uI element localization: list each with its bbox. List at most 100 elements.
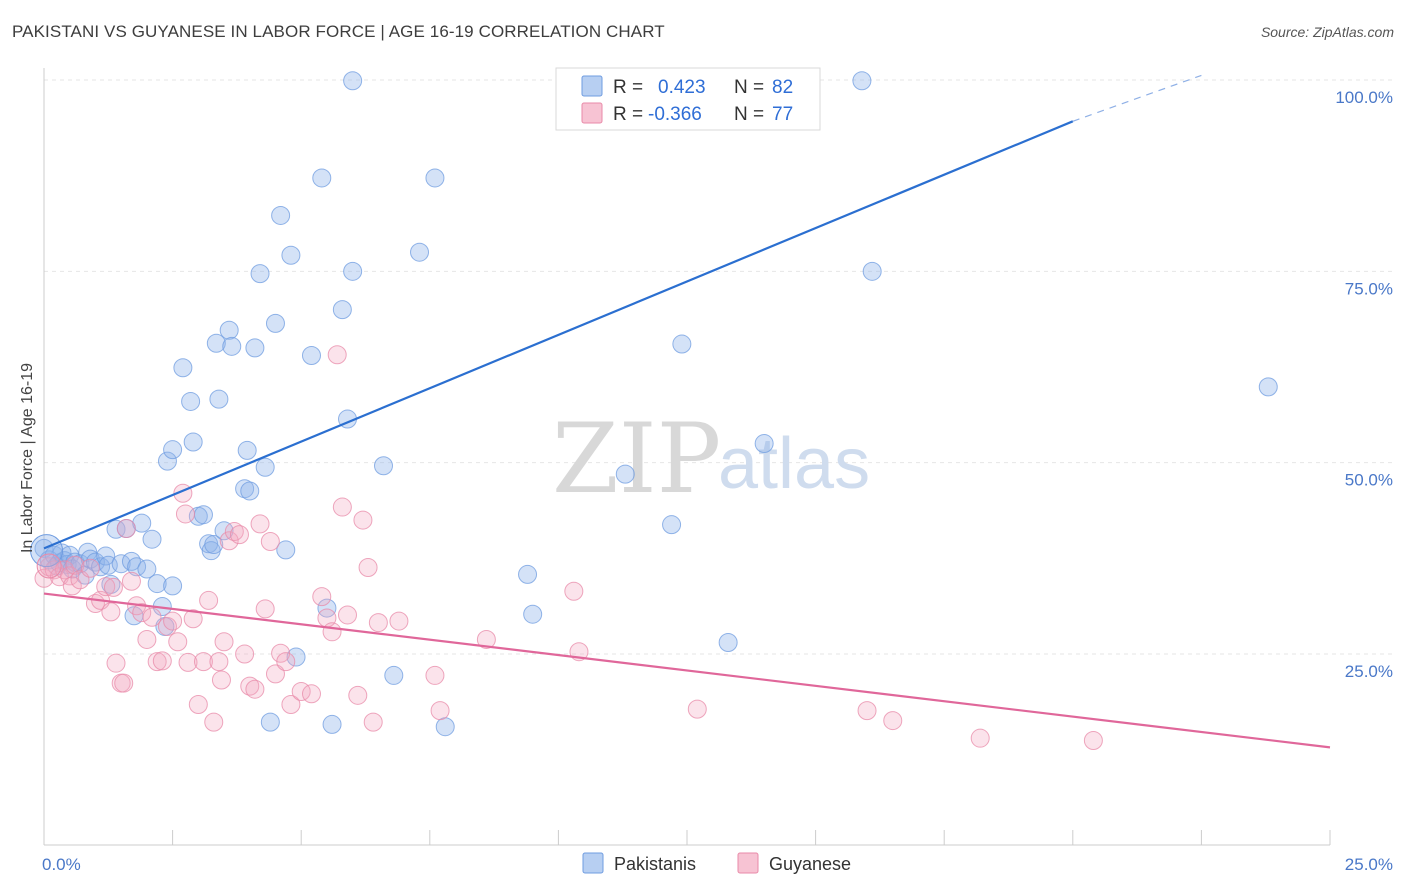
pakistani-point-46 [219, 320, 239, 340]
pakistani-point-74 [523, 604, 543, 624]
guyanese-point-72 [687, 699, 707, 719]
pakistani-point-52 [250, 264, 270, 284]
pakistani-point-49 [237, 440, 257, 460]
guyanese-point-12 [96, 577, 116, 597]
correlation-legend: R = 0.423 N = 82 R = -0.366 N = 77 [555, 67, 821, 131]
pakistani-point-70 [410, 242, 430, 262]
guyanese-point-47 [255, 599, 275, 619]
guyanese-point-19 [121, 571, 141, 591]
bottom-legend-swatch-pakistanis [582, 852, 604, 874]
guyanese-point-75 [970, 728, 990, 748]
guyanese-point-69 [476, 629, 496, 649]
chart-title: PAKISTANI VS GUYANESE IN LABOR FORCE | A… [12, 22, 665, 41]
guyanese-point-62 [353, 510, 373, 530]
guyanese-point-15 [106, 653, 126, 673]
guyanese-point-39 [214, 632, 234, 652]
guyanese-point-51 [276, 652, 296, 672]
source-label: Source: ZipAtlas.com [1260, 24, 1394, 40]
guyanese-point-68 [430, 701, 450, 721]
pakistani-point-56 [271, 205, 291, 225]
x-tick-label-1: 25.0% [1345, 855, 1393, 874]
pakistani-point-83 [1258, 377, 1278, 397]
pakistani-point-66 [343, 261, 363, 281]
grid-lines [44, 79, 1392, 655]
guyanese-point-33 [188, 695, 208, 715]
guyanese-point-45 [245, 679, 265, 699]
legend-r-label-2: R = [613, 104, 643, 125]
guyanese-point-17 [114, 673, 134, 693]
y-axis-label: In Labor Force | Age 16-19 [19, 363, 36, 553]
bottom-legend-swatch-guyanese [737, 852, 759, 874]
axes [43, 68, 1331, 846]
watermark: ZIP atlas [552, 403, 870, 515]
guyanese-point-24 [147, 652, 167, 672]
pakistani-point-59 [286, 647, 306, 667]
pakistani-point-23 [121, 551, 141, 571]
guyanese-point-21 [132, 603, 152, 623]
guyanese-point-35 [199, 590, 219, 610]
guyanese-point-46 [250, 514, 270, 534]
guyanese-point-42 [229, 525, 249, 545]
pakistani-point-48 [235, 479, 255, 499]
guyanese-point-27 [163, 611, 183, 631]
guyanese-point-64 [363, 712, 383, 732]
pakistani-trend-line [43, 120, 1074, 550]
y-tick-label-2: 75.0% [1345, 279, 1393, 298]
guyanese-point-74 [883, 711, 903, 731]
guyanese-point-38 [211, 670, 231, 690]
pakistani-point-64 [332, 300, 352, 320]
pakistani-point-17 [96, 546, 116, 566]
guyanese-point-65 [368, 613, 388, 633]
guyanese-point-66 [389, 611, 409, 631]
guyanese-point-30 [175, 504, 195, 524]
pakistani-point-39 [193, 505, 213, 525]
pakistani-point-53 [255, 457, 275, 477]
pakistani-point-45 [214, 521, 234, 541]
guyanese-point-9 [80, 558, 100, 578]
guyanese-point-14 [103, 577, 123, 597]
y-tick-labels: 25.0% 50.0% 75.0% 100.0% [1335, 88, 1393, 681]
guyanese-point-25 [152, 651, 172, 671]
pakistani-point-76 [662, 515, 682, 535]
pakistani-point-67 [343, 71, 363, 91]
pakistani-point-19 [101, 574, 121, 594]
guyanese-point-23 [142, 607, 162, 627]
legend-swatch-guyanese [581, 102, 603, 124]
pakistani-point-35 [173, 358, 193, 378]
pakistani-point-78 [718, 633, 738, 653]
guyanese-point-4 [55, 560, 75, 580]
legend-r-label-1: R = [613, 77, 643, 98]
pakistani-point-28 [142, 529, 162, 549]
legend-n-label-1: N = [734, 77, 764, 98]
pakistani-point-58 [281, 245, 301, 265]
pakistani-point-42 [204, 535, 224, 555]
guyanese-point-43 [235, 644, 255, 664]
legend-swatch-pakistanis [581, 75, 603, 97]
series-legend: Pakistanis Guyanese [582, 852, 851, 874]
guyanese-point-67 [425, 665, 445, 685]
pakistani-point-62 [317, 598, 337, 618]
guyanese-point-54 [301, 684, 321, 704]
pakistani-point-34 [163, 440, 183, 460]
guyanese-point-31 [178, 652, 198, 672]
guyanese-point-70 [564, 581, 584, 601]
x-tick-label-0: 0.0% [42, 855, 81, 874]
pakistani-point-71 [425, 168, 445, 188]
watermark-zip: ZIP [552, 403, 721, 515]
pakistani-point-32 [157, 451, 177, 471]
pakistani-point-81 [852, 71, 872, 91]
pakistani-point-77 [672, 334, 692, 354]
bottom-legend-pakistanis: Pakistanis [614, 854, 696, 874]
guyanese-point-34 [193, 652, 213, 672]
guyanese-point-73 [857, 701, 877, 721]
guyanese-point-63 [358, 558, 378, 578]
guyanese-point-26 [157, 616, 177, 636]
guyanese-point-22 [137, 629, 157, 649]
pakistani-point-26 [132, 513, 152, 533]
pakistani-point-63 [322, 714, 342, 734]
guyanese-point-61 [348, 685, 368, 705]
guyanese-point-76 [1083, 730, 1103, 750]
legend-r-value-guyanese: -0.366 [648, 104, 702, 125]
guyanese-point-58 [327, 345, 347, 365]
